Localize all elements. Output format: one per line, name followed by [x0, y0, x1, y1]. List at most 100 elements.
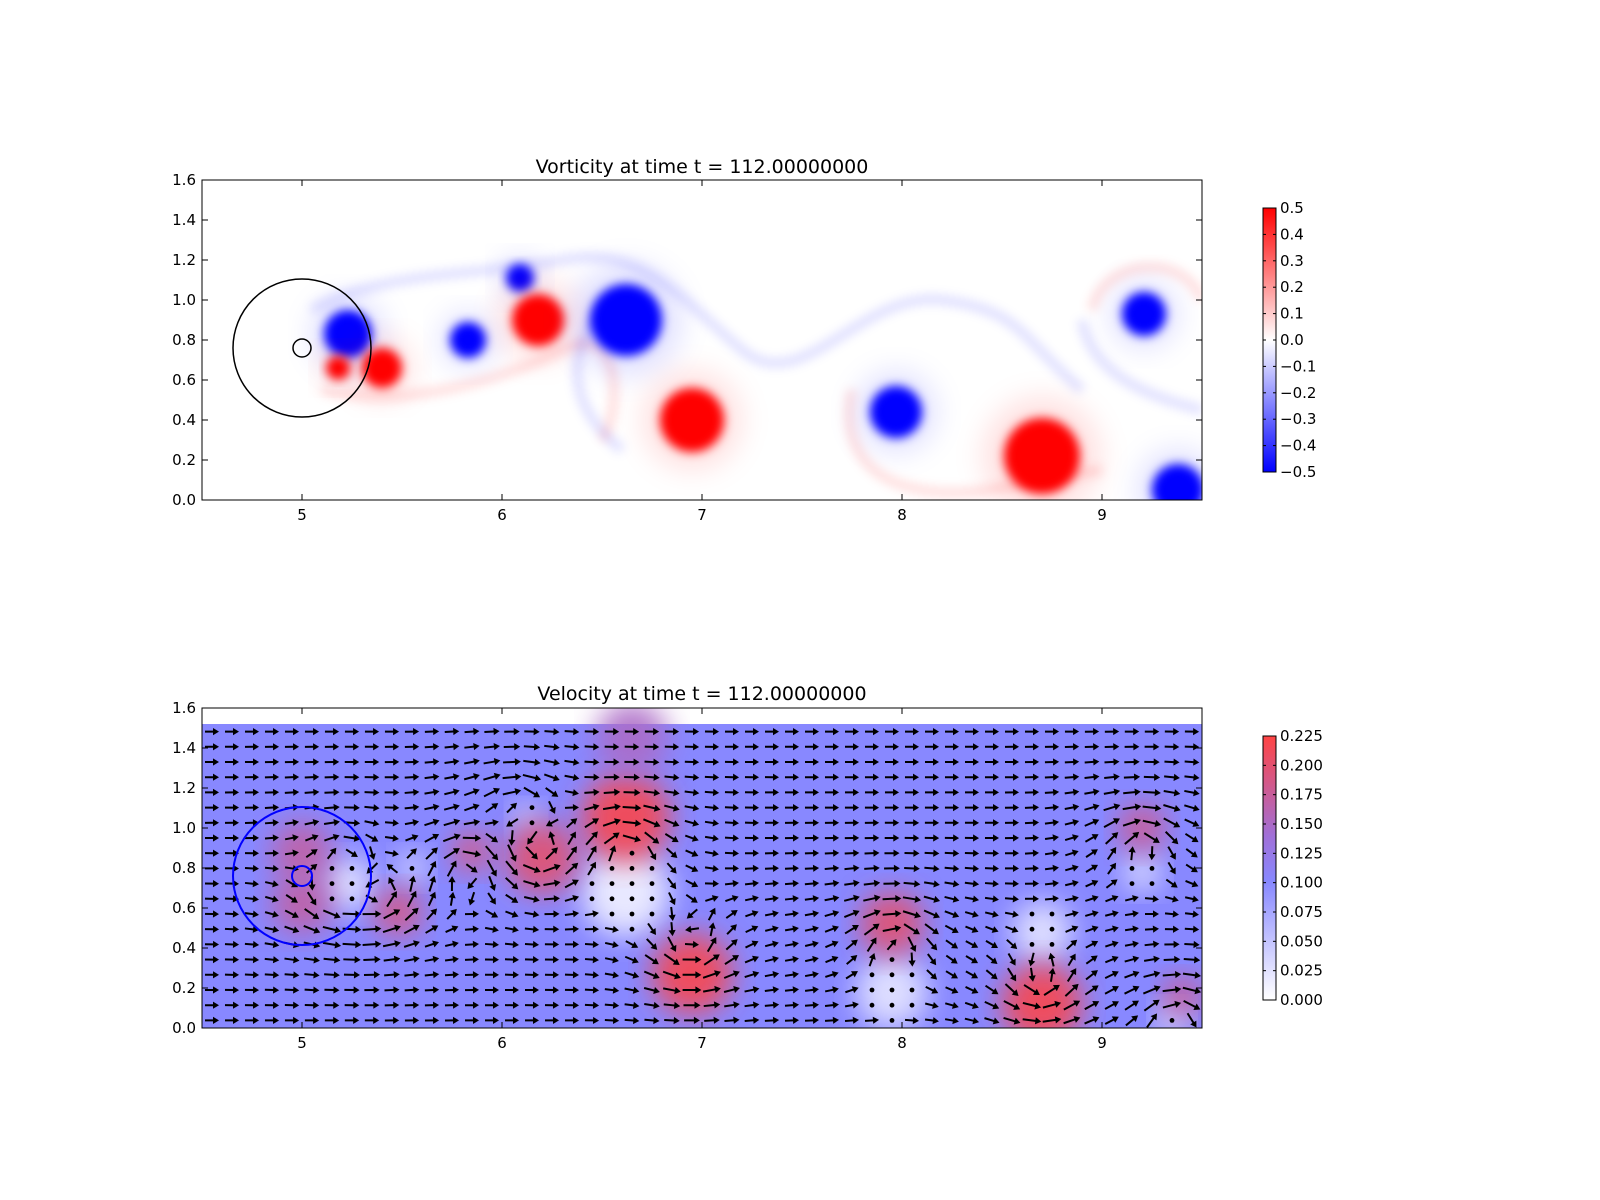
- quiver-arrow-shape: [863, 923, 880, 936]
- quiver-arrow: [527, 830, 538, 845]
- quiver-arrow: [902, 910, 921, 919]
- quiver-arrow: [244, 1001, 260, 1009]
- quiver-arrow-shape: [585, 831, 598, 846]
- quiver-arrow: [644, 743, 660, 751]
- quiver-arrow-shape: [264, 925, 280, 933]
- quiver-arrow: [643, 789, 661, 797]
- quiver-arrow-shape: [1105, 895, 1119, 903]
- quiver-arrow-shape: [926, 937, 938, 951]
- quiver-arrow-shape: [844, 803, 860, 812]
- quiver-arrow-shape: [384, 727, 400, 736]
- quiver-arrow-shape: [844, 773, 860, 781]
- quiver-arrow: [884, 728, 900, 736]
- quiver-arrow-shape: [1024, 879, 1039, 888]
- quiver-arrow-shape: [224, 925, 240, 933]
- quiver-arrow: [845, 986, 859, 994]
- quiver-arrow-shape: [343, 956, 361, 964]
- quiver-arrow-shape: [1167, 861, 1176, 875]
- quiver-arrow: [324, 803, 340, 812]
- quiver-arrow-shape: [424, 773, 440, 781]
- quiver-arrow-shape: [264, 727, 280, 736]
- quiver-arrow-shape: [884, 728, 900, 736]
- quiver-arrow-shape: [903, 880, 921, 888]
- quiver-arrow: [964, 910, 979, 918]
- quiver-arrow: [744, 788, 760, 797]
- quiver-arrow-shape: [824, 773, 840, 781]
- vortex-positive: [1004, 418, 1080, 494]
- quiver-arrow-shape: [463, 788, 480, 797]
- quiver-arrow: [745, 925, 759, 934]
- quiver-dot: [609, 911, 615, 917]
- quiver-arrow-shape: [404, 907, 419, 921]
- quiver-arrow: [784, 879, 799, 888]
- quiver-arrow: [1004, 864, 1019, 873]
- quiver-arrow: [384, 758, 400, 766]
- quiver-arrow-shape: [244, 758, 260, 766]
- quiver-arrow: [505, 910, 519, 918]
- quiver-arrow: [1085, 925, 1099, 933]
- quiver-arrow-shape: [404, 1016, 420, 1024]
- quiver-arrow: [264, 849, 279, 857]
- quiver-arrow: [224, 773, 240, 781]
- quiver-arrow-shape: [924, 758, 940, 766]
- velocity-circles: [232, 806, 372, 946]
- quiver-arrow-shape: [424, 727, 440, 736]
- quiver-arrow: [804, 819, 820, 827]
- quiver-arrow-shape: [284, 925, 300, 934]
- quiver-arrow-shape: [1184, 743, 1200, 751]
- quiver-arrow-shape: [984, 910, 999, 918]
- quiver-arrow-shape: [504, 956, 519, 964]
- quiver-arrow-shape: [1162, 970, 1182, 979]
- quiver-arrow: [882, 925, 902, 933]
- quiver-arrow-shape: [1107, 862, 1117, 875]
- quiver-arrow-shape: [944, 758, 960, 766]
- quiver-arrow-shape: [1007, 953, 1016, 966]
- quiver-arrow: [1024, 727, 1040, 736]
- quiver-arrow: [624, 743, 640, 751]
- quiver-arrow: [744, 804, 760, 812]
- quiver-arrow: [585, 831, 598, 846]
- quiver-arrow: [764, 955, 779, 963]
- quiver-arrow-shape: [1067, 953, 1076, 967]
- quiver-arrow-shape: [564, 971, 580, 979]
- quiver-arrow: [1164, 940, 1180, 948]
- quiver-arrow-shape: [564, 940, 580, 949]
- quiver-arrow: [1044, 803, 1060, 812]
- quiver-arrow: [368, 846, 376, 860]
- quiver-arrow-shape: [502, 773, 522, 781]
- quiver-arrow: [264, 910, 279, 918]
- vortex-negative: [450, 322, 486, 358]
- quiver-arrow-shape: [284, 1001, 300, 1009]
- quiver-arrow-shape: [744, 819, 759, 827]
- quiver-arrow-shape: [244, 788, 260, 796]
- quiver-arrow-shape: [804, 743, 820, 751]
- quiver-arrow-shape: [344, 773, 360, 781]
- quiver-arrow-shape: [644, 1001, 660, 1010]
- quiver-arrow-shape: [284, 773, 300, 781]
- quiver-arrow-shape: [264, 910, 279, 918]
- quiver-arrow: [1007, 953, 1016, 966]
- quiver-arrow-shape: [944, 743, 960, 751]
- quiver-arrow: [984, 773, 1000, 781]
- quiver-arrow-shape: [224, 788, 240, 796]
- quiver-arrow: [663, 953, 680, 965]
- quiver-arrow-shape: [1044, 788, 1060, 796]
- quiver-arrow-shape: [764, 895, 779, 903]
- quiver-arrow: [602, 818, 621, 827]
- vorticity-cbar-tick-label: 0.4: [1280, 225, 1304, 243]
- quiver-arrow-shape: [362, 925, 382, 933]
- vorticity-xtick-label: 5: [297, 506, 307, 524]
- quiver-arrow-shape: [264, 849, 279, 857]
- quiver-arrow: [406, 848, 417, 859]
- quiver-arrow: [667, 936, 677, 952]
- quiver-arrow: [784, 895, 799, 903]
- quiver-arrow: [824, 986, 839, 994]
- quiver-arrow: [965, 940, 979, 949]
- quiver-arrow-shape: [364, 804, 380, 812]
- quiver-arrow: [843, 909, 860, 919]
- quiver-arrow-shape: [306, 891, 317, 906]
- quiver-arrow-shape: [764, 955, 779, 963]
- quiver-arrow-shape: [404, 1001, 420, 1009]
- quiver-arrow-shape: [668, 892, 676, 906]
- quiver-arrow: [564, 925, 580, 933]
